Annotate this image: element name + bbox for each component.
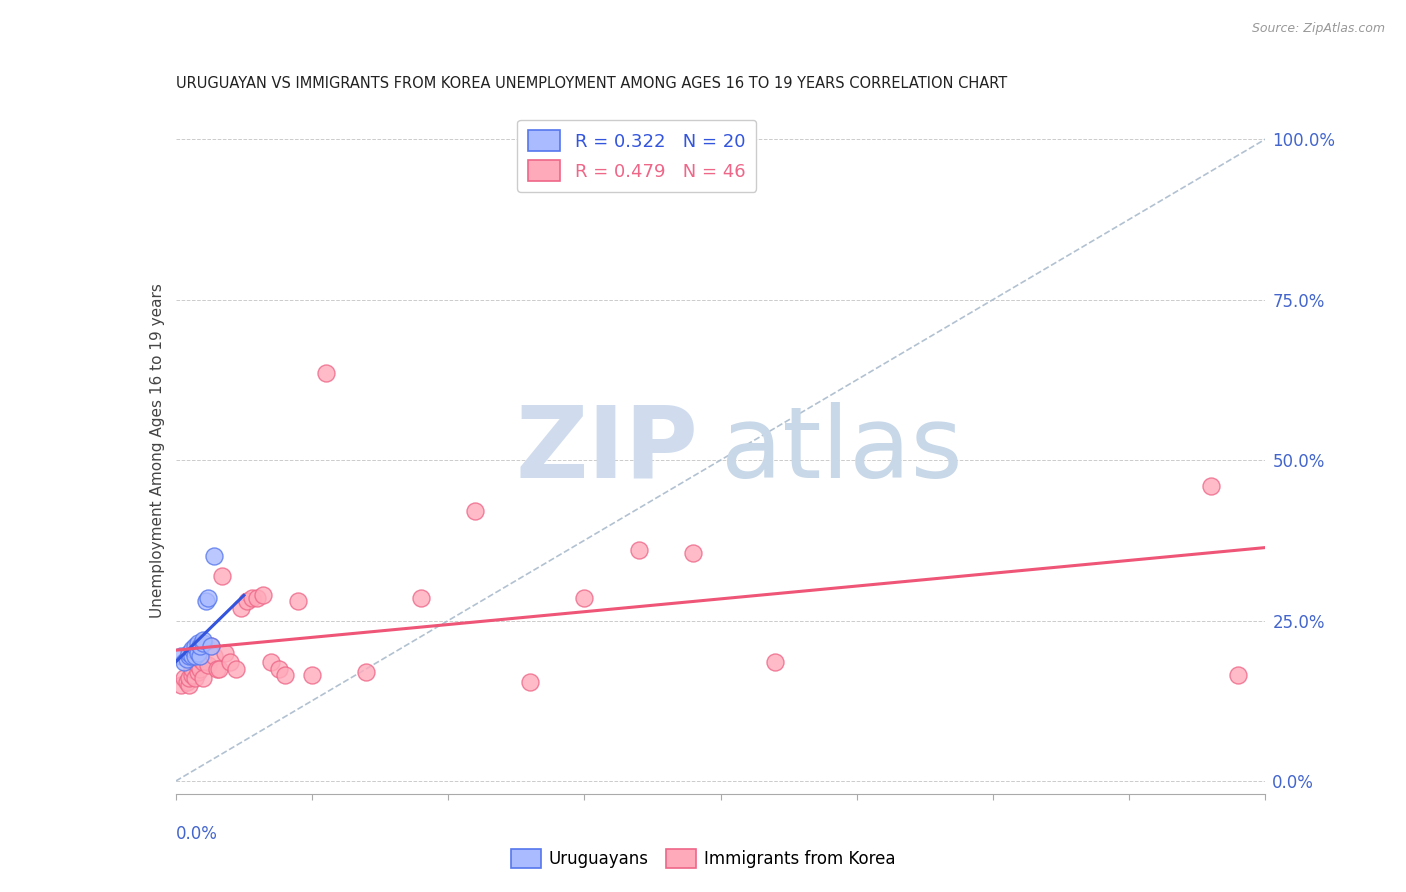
Legend: Uruguayans, Immigrants from Korea: Uruguayans, Immigrants from Korea [503,842,903,875]
Point [240,591,263,606]
Point [260,655,283,669]
Point [191,636,214,650]
Point [184,655,207,669]
Point [464,504,486,518]
Point [574,591,596,606]
Point [179,646,201,660]
Point [181,662,204,676]
Point [231,600,253,615]
Point [202,648,225,663]
Point [197,591,219,606]
Point [170,678,193,692]
Point [179,648,201,663]
Text: Source: ZipAtlas.com: Source: ZipAtlas.com [1251,22,1385,36]
Point [197,658,219,673]
Point [356,665,378,679]
Point [205,662,228,676]
Point [186,658,209,673]
Point [170,648,193,663]
Point [287,594,309,608]
Point [184,648,207,663]
Point [191,632,214,647]
Point [1227,668,1250,682]
Point [219,655,242,669]
Point [682,148,704,162]
Point [246,591,269,606]
Point [202,549,225,564]
Point [214,646,236,660]
Point [181,648,204,663]
Legend: R = 0.322   N = 20, R = 0.479   N = 46: R = 0.322 N = 20, R = 0.479 N = 46 [517,120,756,192]
Point [252,588,274,602]
Point [186,665,209,679]
Point [173,655,195,669]
Point [191,671,214,685]
Point [225,662,247,676]
Point [188,639,211,653]
Point [200,639,222,653]
Point [235,594,257,608]
Text: 0.0%: 0.0% [176,825,218,843]
Point [269,662,291,676]
Point [179,678,201,692]
Point [181,668,204,682]
Y-axis label: Unemployment Among Ages 16 to 19 years: Unemployment Among Ages 16 to 19 years [149,283,165,618]
Point [194,594,217,608]
Point [176,652,198,666]
Point [274,668,297,682]
Point [409,591,432,606]
Point [188,662,211,676]
Point [186,646,209,660]
Point [208,662,231,676]
Point [315,367,337,381]
Point [186,636,209,650]
Point [301,668,323,682]
Point [191,655,214,669]
Point [682,546,704,560]
Point [211,568,233,582]
Point [1199,479,1222,493]
Point [200,639,222,653]
Point [179,671,201,685]
Point [176,674,198,689]
Point [627,543,650,558]
Point [188,652,211,666]
Point [181,642,204,657]
Text: atlas: atlas [721,402,962,499]
Point [173,671,195,685]
Point [519,674,541,689]
Text: URUGUAYAN VS IMMIGRANTS FROM KOREA UNEMPLOYMENT AMONG AGES 16 TO 19 YEARS CORREL: URUGUAYAN VS IMMIGRANTS FROM KOREA UNEMP… [176,76,1007,91]
Text: ZIP: ZIP [516,402,699,499]
Point [763,655,786,669]
Point [184,639,207,653]
Point [188,648,211,663]
Point [194,639,217,653]
Point [688,148,710,162]
Point [184,671,207,685]
